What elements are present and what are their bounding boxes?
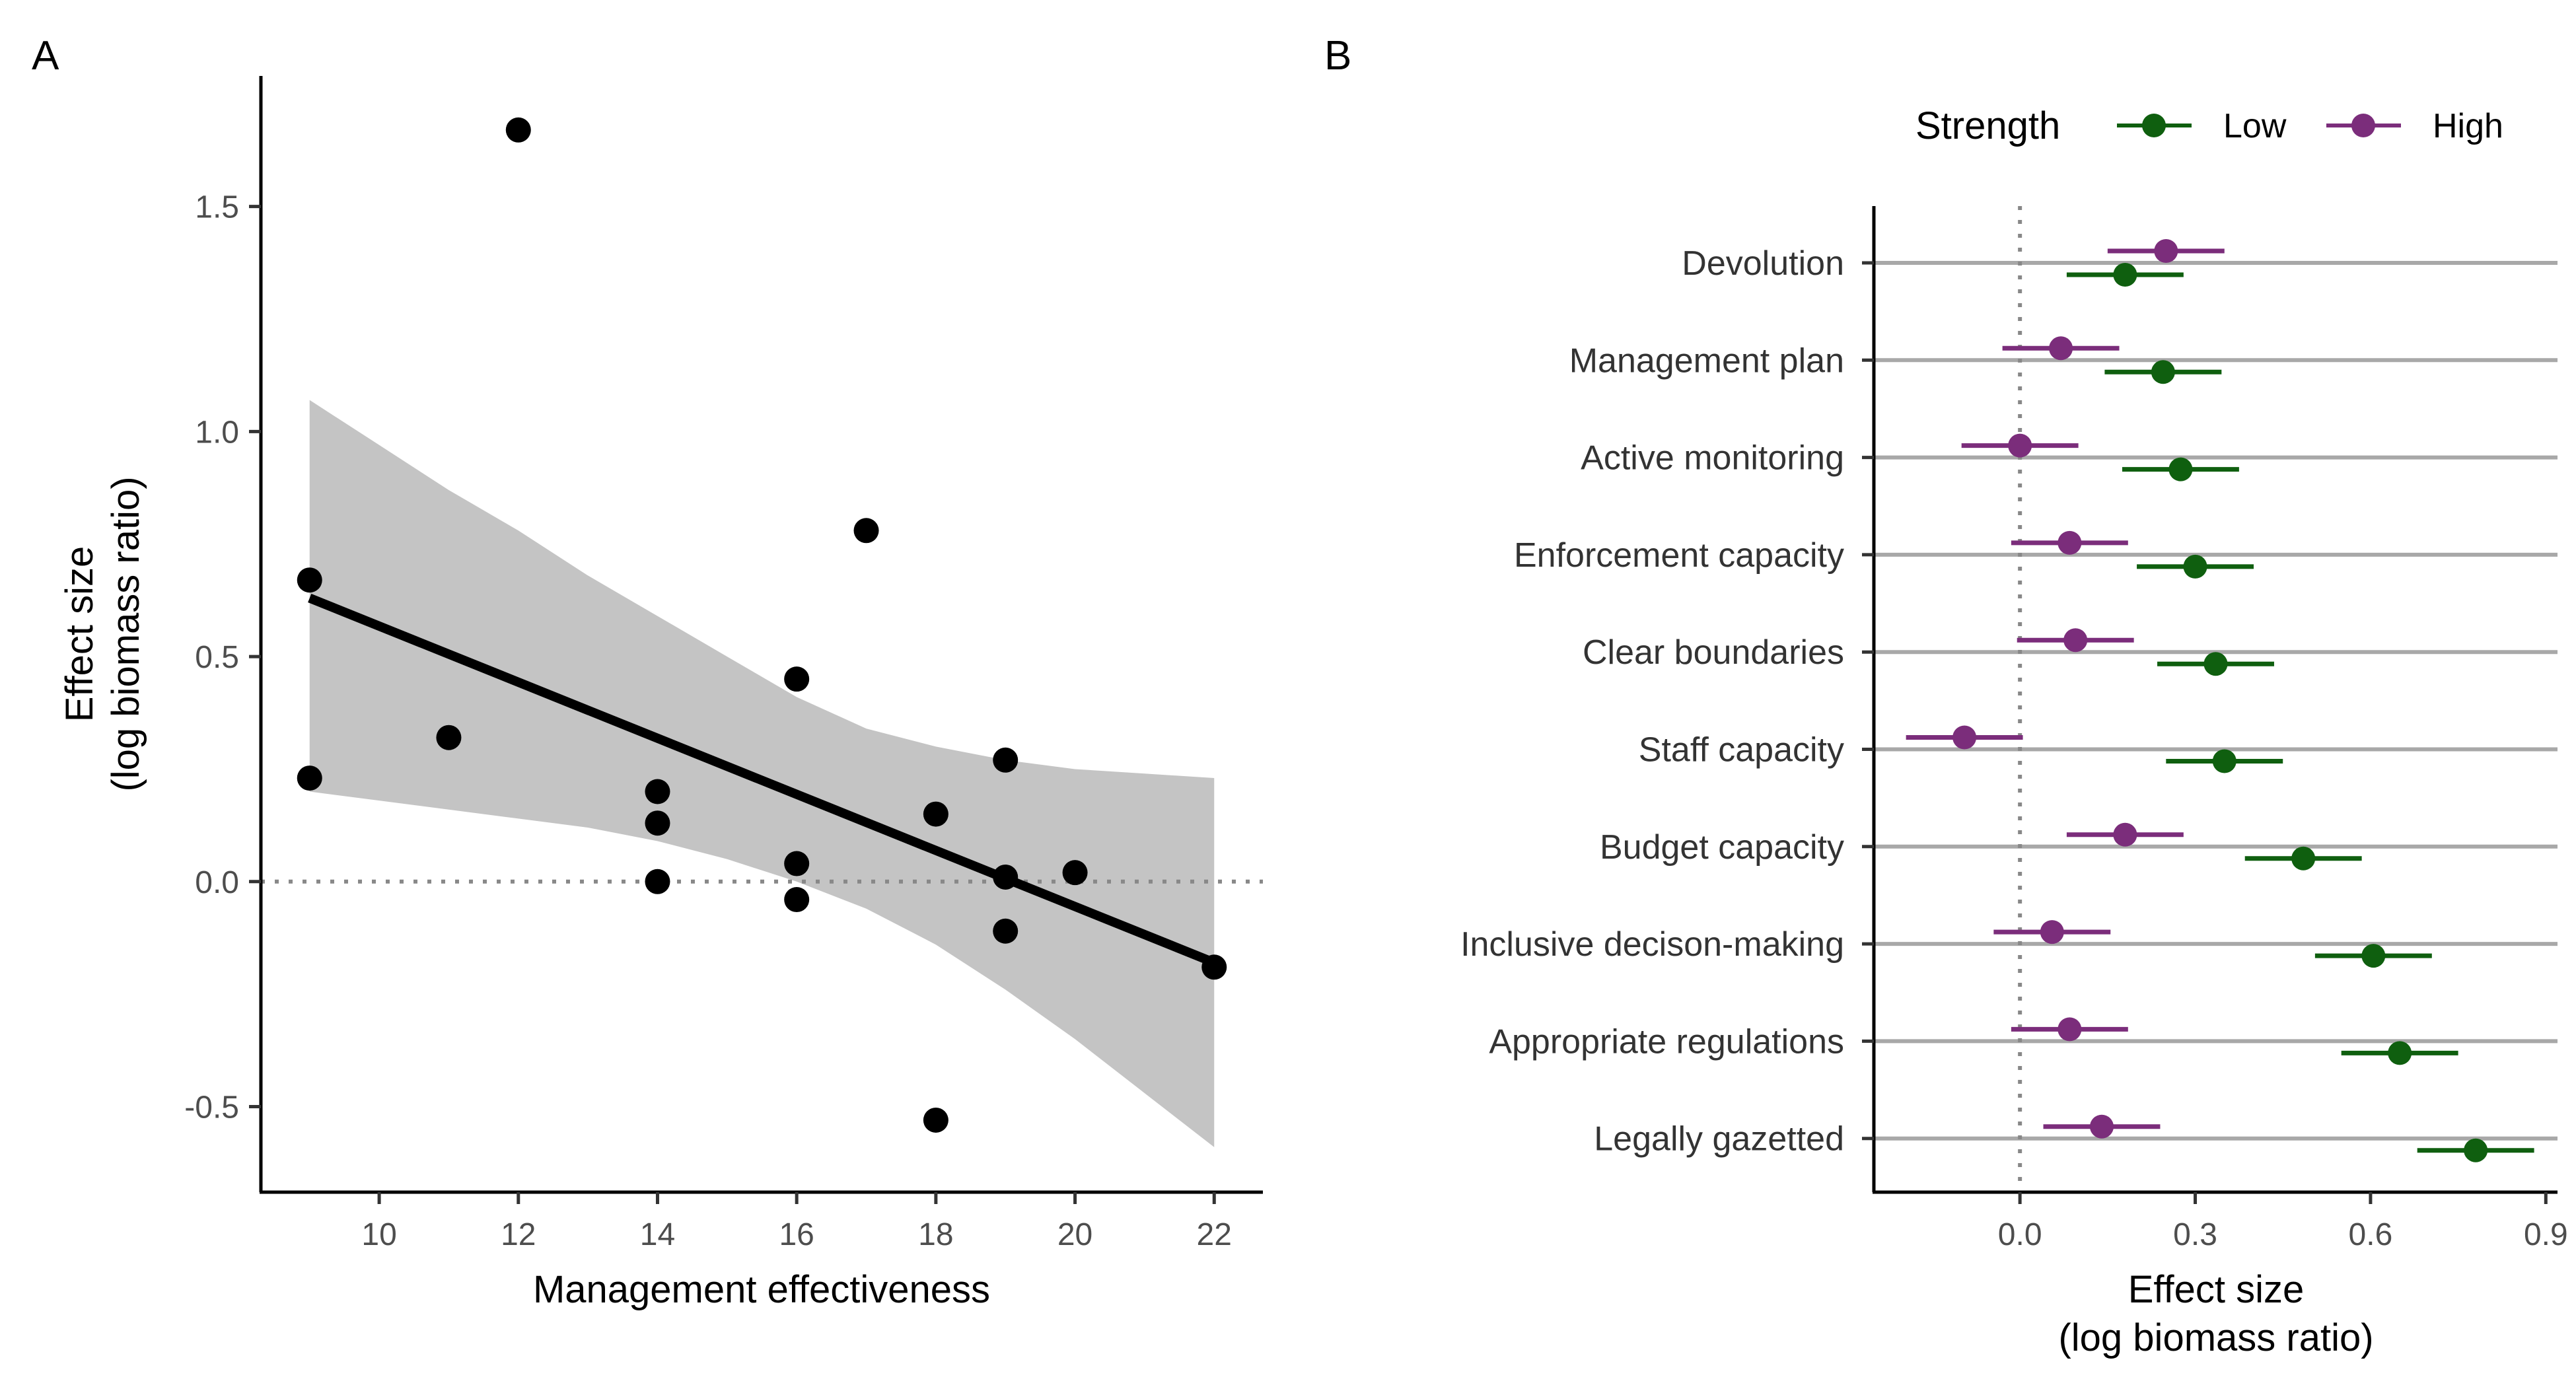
legend-title: Strength xyxy=(1915,104,2060,147)
data-point-1 xyxy=(297,765,322,791)
estimate-low-4 xyxy=(2203,652,2228,676)
legend-item-low: Low xyxy=(2117,107,2287,145)
data-point-3 xyxy=(505,117,531,143)
estimate-high-7 xyxy=(2040,920,2064,944)
y-tick-label-1: 0.0 xyxy=(195,865,239,900)
legend: Strength Low High xyxy=(1915,104,2503,147)
data-point-12 xyxy=(923,1107,948,1133)
data-point-6 xyxy=(645,869,670,894)
estimate-low-2 xyxy=(2168,457,2193,481)
x-tick-label-20: 20 xyxy=(1057,1217,1092,1252)
x-tick-label-16: 16 xyxy=(779,1217,814,1252)
category-label-2: Active monitoring xyxy=(1581,439,1844,478)
x-ticks: 10 12 14 16 18 20 22 xyxy=(361,1192,1232,1252)
category-label-1: Management plan xyxy=(1569,341,1844,380)
data-point-10 xyxy=(853,518,879,544)
data-point-4 xyxy=(645,779,670,804)
data-point-14 xyxy=(993,864,1019,890)
estimate-high-3 xyxy=(2057,530,2082,555)
x-tick-label-0: 0.0 xyxy=(1998,1217,2042,1252)
data-point-15 xyxy=(993,918,1019,944)
estimates-layer xyxy=(1906,239,2534,1162)
estimate-high-4 xyxy=(2063,628,2088,653)
data-point-13 xyxy=(993,747,1019,773)
regression-line xyxy=(308,593,1216,967)
y-axis-title-line-2: (log biomass ratio) xyxy=(104,476,147,791)
axes-layer xyxy=(1872,206,2558,1194)
data-point-5 xyxy=(645,810,670,836)
x-axis-title-line-2: (log biomass ratio) xyxy=(2058,1316,2373,1359)
estimate-low-5 xyxy=(2212,749,2236,773)
category-label-9: Legally gazetted xyxy=(1594,1120,1844,1158)
category-label-3: Enforcement capacity xyxy=(1514,536,1844,575)
y-tick-label-4: 1.5 xyxy=(195,190,239,225)
gridlines-layer xyxy=(1874,261,2558,1141)
data-point-9 xyxy=(784,887,810,913)
estimate-high-2 xyxy=(2008,433,2032,458)
x-tick-label-3: 0.9 xyxy=(2524,1217,2568,1252)
legend-item-high: High xyxy=(2326,107,2503,145)
x-tick-label-10: 10 xyxy=(361,1217,396,1252)
estimate-low-7 xyxy=(2361,944,2386,968)
legend-key-dot-high xyxy=(2351,114,2375,137)
x-tick-label-12: 12 xyxy=(501,1217,536,1252)
x-tick-label-1: 0.3 xyxy=(2173,1217,2217,1252)
category-label-8: Appropriate regulations xyxy=(1489,1022,1844,1061)
category-label-4: Clear boundaries xyxy=(1583,633,1844,672)
estimate-high-8 xyxy=(2057,1017,2082,1042)
y-axis-title: Effect size (log biomass ratio) xyxy=(58,476,147,791)
data-point-0 xyxy=(297,567,322,593)
fit-line-layer xyxy=(308,593,1216,967)
y-tick-label-3: 1.0 xyxy=(195,415,239,450)
x-axis-title-line-1: Effect size xyxy=(2128,1268,2305,1311)
data-point-11 xyxy=(923,801,948,827)
y-tick-label-2: 0.5 xyxy=(195,640,239,675)
category-label-0: Devolution xyxy=(1682,244,1844,283)
estimate-high-0 xyxy=(2154,239,2178,263)
legend-label-low: Low xyxy=(2223,107,2287,145)
estimate-high-6 xyxy=(2113,822,2137,847)
y-axis-title-line-1: Effect size xyxy=(58,546,101,723)
estimate-high-5 xyxy=(1952,725,1977,750)
x-tick-label-2: 0.6 xyxy=(2349,1217,2393,1252)
legend-label-high: High xyxy=(2433,107,2503,145)
estimate-high-9 xyxy=(2090,1114,2114,1139)
category-label-7: Inclusive decison-making xyxy=(1460,925,1844,964)
data-point-2 xyxy=(436,725,462,750)
x-ticks: 0.0 0.3 0.6 0.9 xyxy=(1998,1192,2568,1252)
estimate-low-1 xyxy=(2151,360,2175,384)
data-point-7 xyxy=(784,666,810,692)
estimate-low-3 xyxy=(2183,554,2207,579)
x-axis-title: Effect size (log biomass ratio) xyxy=(2058,1268,2373,1359)
panel-b: B Strength Low High Devolution Management… xyxy=(1324,33,2568,1359)
x-axis-title: Management effectiveness xyxy=(533,1268,990,1311)
points-layer xyxy=(297,117,1227,1133)
data-point-16 xyxy=(1062,860,1088,886)
category-label-5: Staff capacity xyxy=(1639,731,1844,769)
x-tick-label-18: 18 xyxy=(918,1217,953,1252)
panel-a: A 10 12 14 16 18 20 22 -0.5 0.0 0.5 1.0 1.5 Manage… xyxy=(32,33,1263,1311)
estimate-high-1 xyxy=(2049,336,2073,361)
estimate-low-6 xyxy=(2291,846,2316,871)
estimate-low-8 xyxy=(2388,1041,2412,1065)
axes-layer xyxy=(259,76,1263,1194)
panel-a-tag: A xyxy=(32,33,59,79)
estimate-low-9 xyxy=(2464,1138,2488,1162)
category-label-6: Budget capacity xyxy=(1600,828,1844,867)
confidence-band-layer xyxy=(309,400,1215,1147)
legend-key-dot-low xyxy=(2142,114,2166,137)
data-point-17 xyxy=(1201,954,1227,980)
x-tick-label-22: 22 xyxy=(1197,1217,1232,1252)
panel-b-tag: B xyxy=(1324,33,1351,79)
confidence-band xyxy=(309,400,1215,1147)
x-tick-label-14: 14 xyxy=(640,1217,675,1252)
estimate-low-0 xyxy=(2113,263,2137,287)
y-ticks: -0.5 0.0 0.5 1.0 1.5 xyxy=(184,190,261,1125)
y-tick-label-0: -0.5 xyxy=(184,1090,239,1125)
data-point-8 xyxy=(784,851,810,876)
category-labels: Devolution Management plan Active monitori… xyxy=(1460,244,1874,1158)
